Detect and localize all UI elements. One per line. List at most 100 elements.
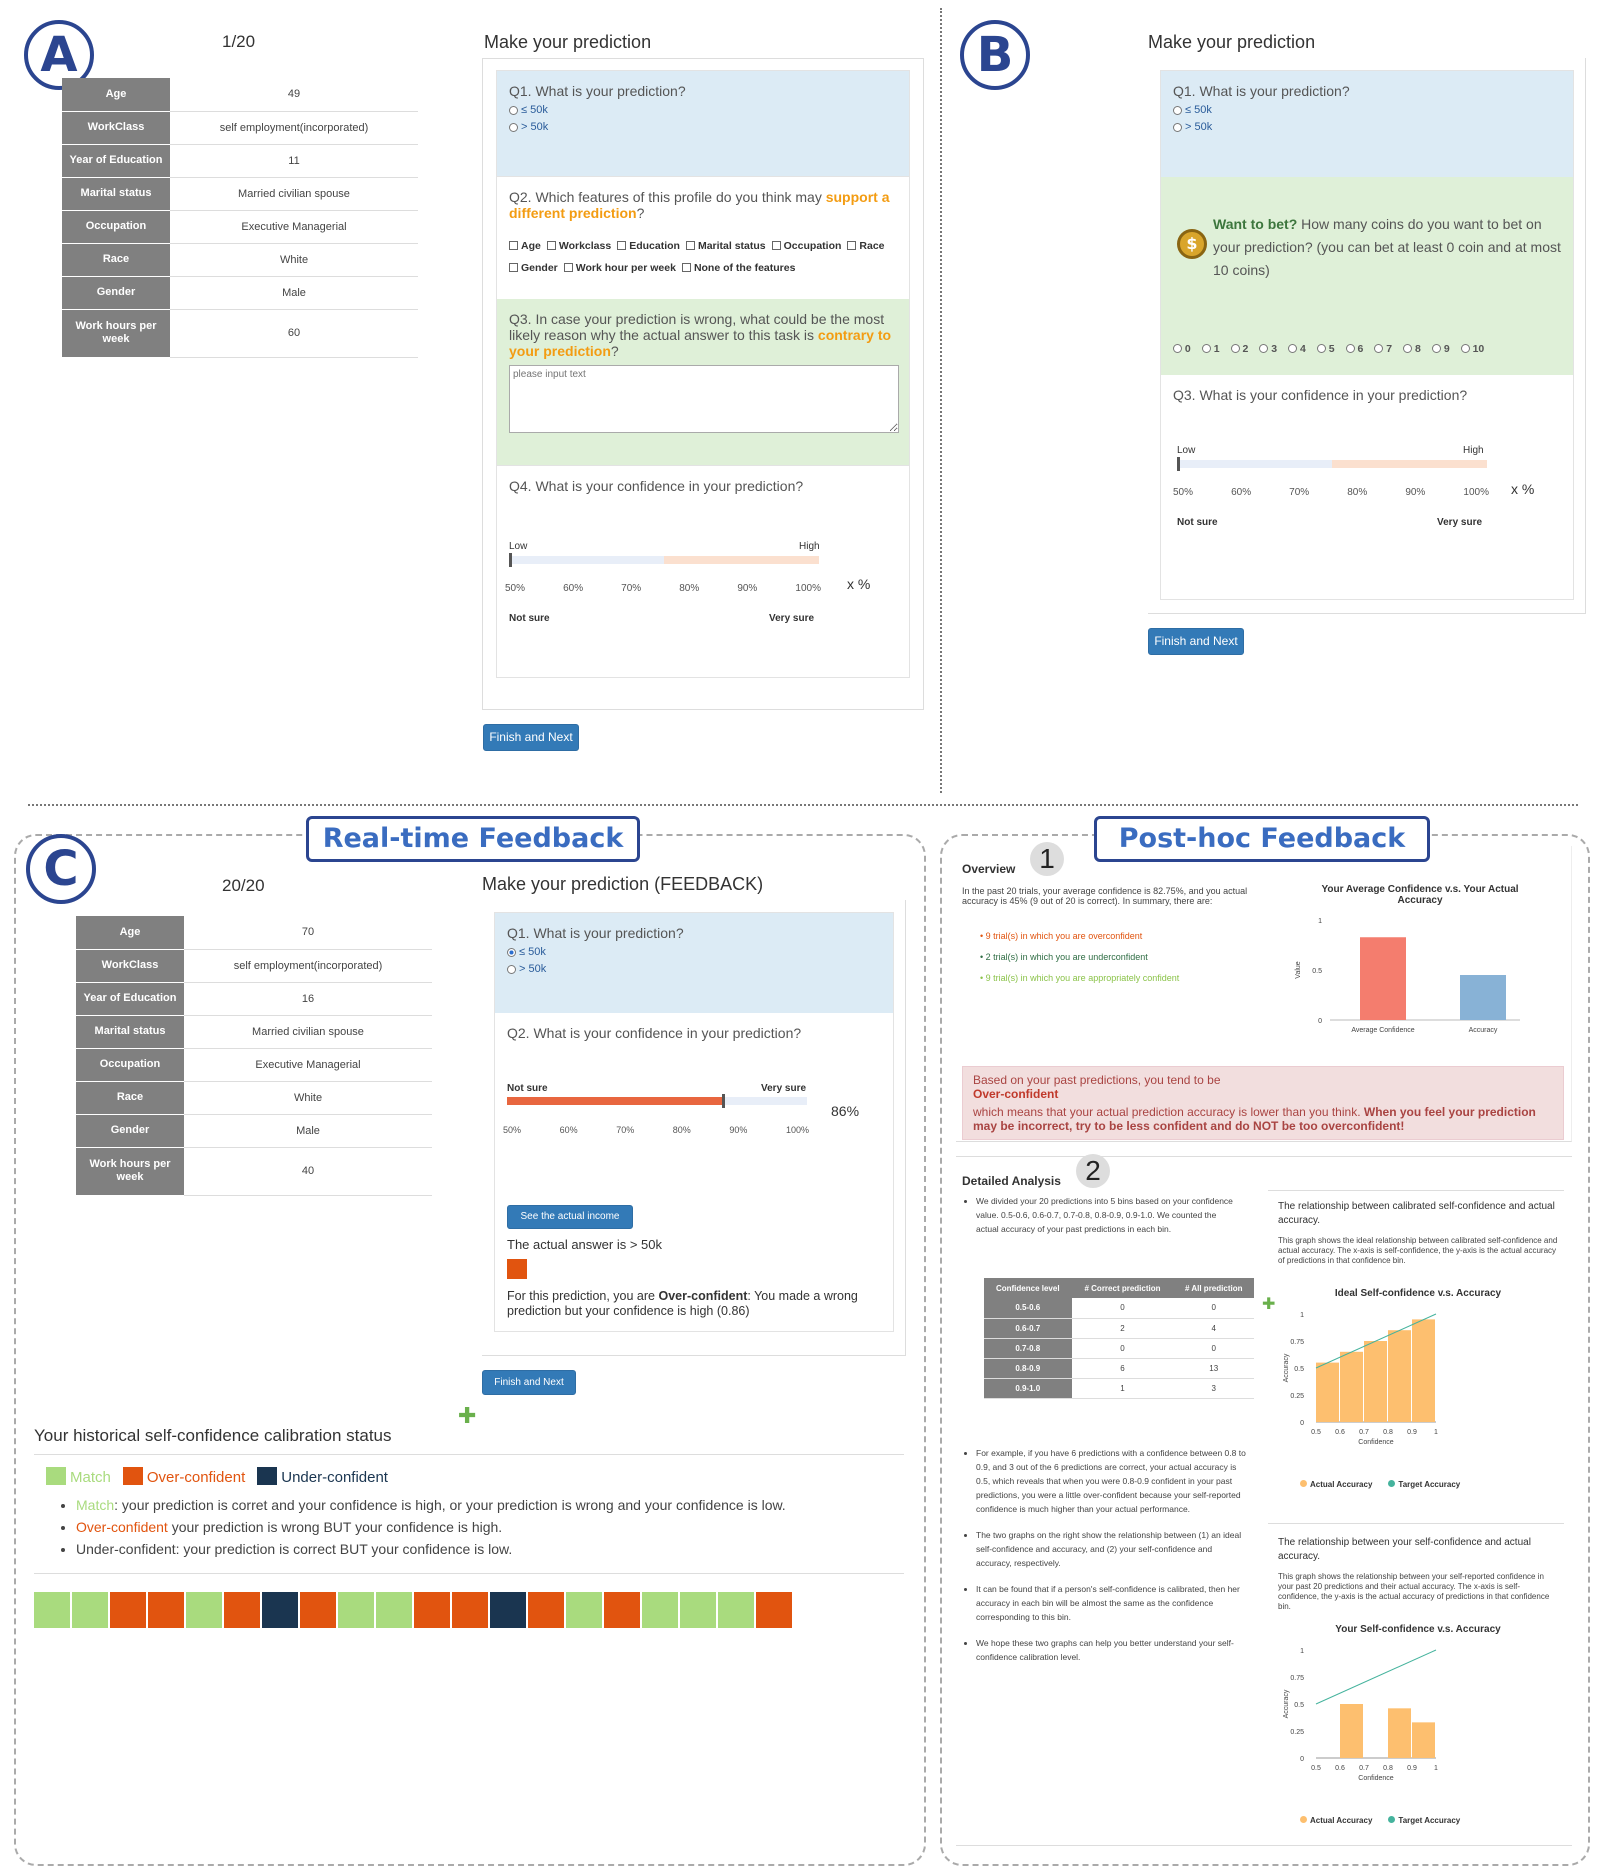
profile-key: Age xyxy=(62,78,170,112)
feature-checkbox[interactable]: None of the features xyxy=(676,262,795,274)
tick-label: 90% xyxy=(737,583,758,594)
radio-icon[interactable] xyxy=(1173,122,1182,132)
finish-next-button[interactable]: Finish and Next xyxy=(1148,628,1244,655)
profile-row: Year of Education 16 xyxy=(76,982,432,1016)
trial-counter: 1/20 xyxy=(222,32,256,51)
radio-icon[interactable] xyxy=(509,105,518,115)
slider-handle[interactable] xyxy=(1177,457,1180,471)
profile-key: Gender xyxy=(76,1114,184,1148)
feature-checkbox[interactable]: Age xyxy=(503,240,541,252)
profile-key: WorkClass xyxy=(62,111,170,145)
coin-option-10[interactable]: 10 xyxy=(1460,343,1484,355)
profile-row: WorkClass self employment(incorporated) xyxy=(76,949,432,983)
x-tick-label: 0.5 xyxy=(1311,1429,1321,1436)
history-squares xyxy=(34,1592,792,1628)
plus-icon: ✚ xyxy=(1262,1294,1276,1313)
slider-handle[interactable] xyxy=(722,1094,725,1108)
table-header: # All prediction xyxy=(1173,1278,1254,1298)
feature-checkbox[interactable]: Education xyxy=(611,240,680,252)
option-gt50k[interactable]: > 50k xyxy=(507,963,881,975)
profile-table: Age 70 WorkClass self employment(incorporat… xyxy=(76,916,432,1196)
feature-checkbox[interactable]: Marital status xyxy=(680,240,766,252)
percent-suffix: x % xyxy=(847,576,871,592)
feature-checkbox[interactable]: Work hour per week xyxy=(558,262,676,274)
radio-icon[interactable] xyxy=(1173,105,1182,115)
x-axis-label: Confidence xyxy=(1358,1775,1394,1782)
coin-options: 0 1 2 3 4 5 6 7 8 9 10 xyxy=(1173,343,1484,355)
overview-section xyxy=(956,846,1572,1142)
legend-item: Actual Accuracy xyxy=(1300,1480,1372,1489)
tick-label: 80% xyxy=(1347,487,1368,498)
table-cell: 3 xyxy=(1173,1378,1254,1399)
coin-option-6[interactable]: 6 xyxy=(1345,343,1363,355)
table-cell: 2 xyxy=(1071,1318,1174,1339)
option-gt50k[interactable]: > 50k xyxy=(509,121,897,133)
profile-row: Work hours per week 40 xyxy=(76,1147,432,1196)
bar-1 xyxy=(1460,975,1506,1020)
confidence-slider[interactable] xyxy=(1177,460,1487,468)
graph1-heading: The relationship between calibrated self… xyxy=(1278,1201,1555,1226)
coin-option-7[interactable]: 7 xyxy=(1374,343,1392,355)
profile-key: Work hours per week xyxy=(62,309,170,358)
tick-label: 100% xyxy=(1463,487,1489,498)
overview-item: • 9 trial(s) in which you are overconfid… xyxy=(980,931,1143,941)
option-label: > 50k xyxy=(519,963,547,975)
y-tick-label: 1 xyxy=(1318,918,1322,925)
option-le50k[interactable]: ≤ 50k xyxy=(509,104,897,116)
y-tick-label: 1 xyxy=(1300,1312,1304,1319)
coin-option-3[interactable]: 3 xyxy=(1259,343,1277,355)
legend-item: Target Accuracy xyxy=(1388,1816,1460,1825)
coin-option-2[interactable]: 2 xyxy=(1230,343,1248,355)
option-le50k[interactable]: ≤ 50k xyxy=(507,946,881,958)
profile-key: Age xyxy=(76,916,184,950)
alert-status: Over-confident xyxy=(973,1087,1059,1101)
profile-key: Marital status xyxy=(62,177,170,211)
profile-key: Occupation xyxy=(76,1048,184,1082)
coin-option-0[interactable]: 0 xyxy=(1173,343,1191,355)
radio-selected-icon[interactable] xyxy=(507,947,516,957)
coin-option-8[interactable]: 8 xyxy=(1403,343,1421,355)
bet-question: Want to bet? How many coins do you want … xyxy=(1213,216,1561,278)
x-tick-label: 0.8 xyxy=(1383,1429,1393,1436)
q3-label: Q3. In case your prediction is wrong, wh… xyxy=(509,311,892,359)
result-color-square xyxy=(507,1259,527,1279)
finish-next-button[interactable]: Finish and Next xyxy=(482,1370,576,1395)
feature-checkbox[interactable]: Race xyxy=(841,240,885,252)
feature-checkbox[interactable]: Gender xyxy=(503,262,558,274)
radio-icon[interactable] xyxy=(507,964,516,974)
table-cell: 0.9-1.0 xyxy=(984,1378,1072,1399)
option-gt50k[interactable]: > 50k xyxy=(1173,121,1561,133)
slider-handle[interactable] xyxy=(509,553,512,567)
question-panel: Q1. What is your prediction? ≤ 50k > 50k… xyxy=(494,912,894,1332)
profile-value: Male xyxy=(170,276,418,310)
reason-textarea[interactable] xyxy=(509,365,899,433)
x-tick-label: 0.5 xyxy=(1311,1765,1321,1772)
profile-value: Executive Managerial xyxy=(184,1048,432,1082)
overview-bar-chart: 0 0.5 1 Value Average Confidence Accuracy xyxy=(1295,918,1520,1034)
profile-row: Race White xyxy=(76,1081,432,1115)
radio-icon[interactable] xyxy=(509,122,518,132)
option-label: ≤ 50k xyxy=(1185,104,1212,116)
history-title: Your historical self-confidence calibrat… xyxy=(34,1426,392,1445)
finish-next-button[interactable]: Finish and Next xyxy=(483,724,579,751)
confidence-slider[interactable] xyxy=(509,556,819,564)
very-sure-label: Very sure xyxy=(1437,517,1483,528)
x-tick-label: 0.7 xyxy=(1359,1429,1369,1436)
coin-option-9[interactable]: 9 xyxy=(1431,343,1450,355)
profile-key: Marital status xyxy=(76,1015,184,1049)
profile-value: 16 xyxy=(184,982,432,1016)
table-cell: 6 xyxy=(1071,1358,1174,1379)
option-le50k[interactable]: ≤ 50k xyxy=(1173,104,1561,116)
q1-label: Q1. What is your prediction? xyxy=(507,925,684,941)
table-cell: 0.5-0.6 xyxy=(984,1298,1072,1319)
history-square-match xyxy=(680,1592,716,1628)
feature-checkbox[interactable]: Workclass xyxy=(541,240,611,252)
q1-label: Q1. What is your prediction? xyxy=(509,83,686,99)
coin-option-4[interactable]: 4 xyxy=(1288,343,1306,355)
coin-option-1[interactable]: 1 xyxy=(1201,343,1220,355)
accuracy-bar xyxy=(1340,1351,1363,1422)
coin-option-5[interactable]: 5 xyxy=(1316,343,1335,355)
profile-key: Work hours per week xyxy=(76,1147,184,1196)
see-actual-income-button[interactable]: See the actual income xyxy=(507,1205,633,1229)
feature-checkbox[interactable]: Occupation xyxy=(766,240,841,252)
